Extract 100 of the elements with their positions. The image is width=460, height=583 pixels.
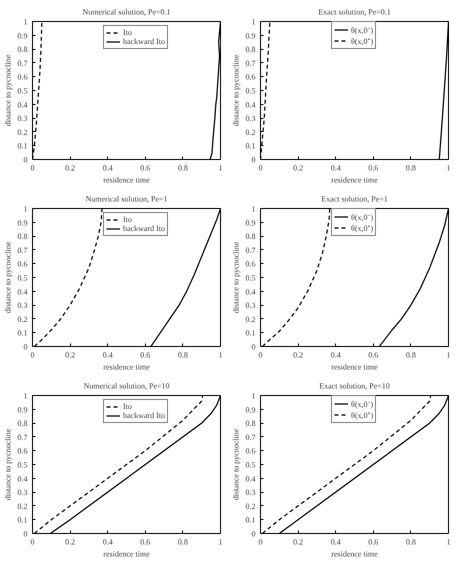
y-tick-label: 0.2 <box>246 128 256 137</box>
chart-title: Numerical solution, Pe=10 <box>83 382 170 390</box>
x-tick-label: 0.4 <box>102 538 113 546</box>
x-tick-label: 0.4 <box>330 164 341 172</box>
y-tick-label: 0.8 <box>246 45 256 54</box>
y-tick-label: 0.4 <box>246 100 256 110</box>
y-tick-label: 0 <box>252 156 256 164</box>
y-tick-label: 0.4 <box>246 287 256 296</box>
y-tick-label: 1 <box>252 204 256 214</box>
x-tick-label: 0.6 <box>140 164 150 172</box>
x-axis-title: residence time <box>331 362 378 372</box>
y-tick-label: 1 <box>252 18 256 26</box>
x-tick-label: 0 <box>30 164 34 172</box>
y-tick-label: 0.3 <box>246 114 256 124</box>
y-tick-label: 1 <box>24 392 28 400</box>
x-tick-label: 0.8 <box>178 538 188 546</box>
x-tick-label: 0.8 <box>178 164 188 172</box>
y-tick-label: 0.2 <box>18 128 28 137</box>
y-axis-title: distance to pycnocline <box>232 241 240 314</box>
legend-label: Ito <box>123 28 133 37</box>
x-tick-label: 1 <box>446 164 450 172</box>
legend-label: Ito <box>123 402 133 411</box>
y-tick-label: 0.5 <box>246 274 256 282</box>
x-tick-label: 0.8 <box>406 350 416 360</box>
x-axis-title: residence time <box>103 550 150 558</box>
y-tick-label: 1 <box>24 204 28 214</box>
y-tick-label: 0.8 <box>246 232 256 242</box>
y-tick-label: 1 <box>252 392 256 400</box>
x-tick-label: 0.2 <box>293 538 304 546</box>
x-tick-label: 0.8 <box>178 350 188 360</box>
y-axis-title: distance to pycnocline <box>4 241 12 314</box>
legend-label: θ(x,0⁻) <box>351 399 374 409</box>
y-tick-label: 0.1 <box>246 328 256 338</box>
y-tick-label: 0.2 <box>18 314 28 324</box>
y-tick-label: 0.4 <box>18 474 28 484</box>
y-axis-title: distance to pycnocline <box>4 428 12 500</box>
x-tick-label: 0.2 <box>65 538 76 546</box>
y-tick-label: 0.1 <box>18 142 28 151</box>
y-tick-label: 0.7 <box>18 58 28 68</box>
legend-label: backward Ito <box>123 37 165 46</box>
y-tick-label: 0.9 <box>18 405 28 414</box>
x-tick-label: 0 <box>30 538 34 546</box>
y-tick-label: 0.1 <box>18 328 28 338</box>
y-tick-label: 0.4 <box>18 287 28 296</box>
x-axis-title: residence time <box>331 550 378 558</box>
x-tick-label: 0 <box>258 350 262 360</box>
y-tick-label: 0.4 <box>246 474 256 484</box>
y-tick-label: 0.8 <box>18 232 28 242</box>
y-tick-label: 0.9 <box>246 31 256 40</box>
y-tick-label: 0.9 <box>246 218 256 228</box>
y-tick-label: 0.5 <box>246 460 256 470</box>
x-tick-label: 0.2 <box>65 164 76 172</box>
y-tick-label: 0.1 <box>246 142 256 151</box>
y-tick-label: 0.8 <box>18 45 28 54</box>
x-tick-label: 0.8 <box>406 538 416 546</box>
x-tick-label: 0.6 <box>368 164 378 172</box>
legend-label: θ(x,0⁺) <box>351 410 374 420</box>
y-tick-label: 0.6 <box>18 72 28 82</box>
y-tick-label: 0.1 <box>18 516 28 525</box>
y-axis-title: distance to pycnocline <box>4 54 12 126</box>
chart-title: Exact solution, Pe=10 <box>319 382 390 390</box>
y-tick-label: 0.3 <box>246 488 256 498</box>
x-tick-label: 0.6 <box>140 350 150 360</box>
y-tick-label: 0.2 <box>246 314 256 324</box>
legend-label: θ(x,0⁻) <box>351 25 374 35</box>
y-tick-label: 0.9 <box>246 405 256 414</box>
y-tick-label: 0.7 <box>246 58 256 68</box>
x-tick-label: 1 <box>446 538 450 546</box>
y-tick-label: 0 <box>24 530 28 538</box>
y-tick-label: 0.5 <box>18 274 28 282</box>
x-tick-label: 0.6 <box>368 538 378 546</box>
y-tick-label: 0.7 <box>246 432 256 442</box>
y-tick-label: 0 <box>252 530 256 538</box>
y-tick-label: 0 <box>24 156 28 164</box>
x-tick-label: 0 <box>258 538 262 546</box>
x-tick-label: 1 <box>218 164 222 172</box>
chart-title: Exact solution, Pe=1 <box>321 194 388 204</box>
x-tick-label: 0 <box>30 350 34 360</box>
y-tick-label: 0.6 <box>246 446 256 456</box>
y-tick-label: 0.1 <box>246 516 256 525</box>
y-tick-label: 0.6 <box>246 260 256 269</box>
y-tick-label: 0.6 <box>246 72 256 82</box>
x-tick-label: 0.8 <box>406 164 416 172</box>
x-tick-label: 0 <box>258 164 262 172</box>
legend-label: Ito <box>123 215 133 224</box>
y-tick-label: 0.9 <box>18 218 28 228</box>
x-tick-label: 0.4 <box>330 350 341 360</box>
y-tick-label: 0.3 <box>18 114 28 124</box>
y-tick-label: 0.4 <box>18 100 28 110</box>
legend-label: θ(x,0⁺) <box>351 36 374 46</box>
x-tick-label: 1 <box>218 538 222 546</box>
y-tick-label: 0 <box>252 342 256 352</box>
y-tick-label: 0.6 <box>18 260 28 269</box>
x-axis-title: residence time <box>103 176 150 184</box>
y-tick-label: 0.7 <box>246 246 256 255</box>
x-tick-label: 0.2 <box>293 164 304 172</box>
x-axis-title: residence time <box>103 362 150 372</box>
y-axis-title: distance to pycnocline <box>232 54 240 126</box>
chart-title: Numerical solution, Pe=0.1 <box>82 8 171 16</box>
y-tick-label: 0.7 <box>18 246 28 255</box>
